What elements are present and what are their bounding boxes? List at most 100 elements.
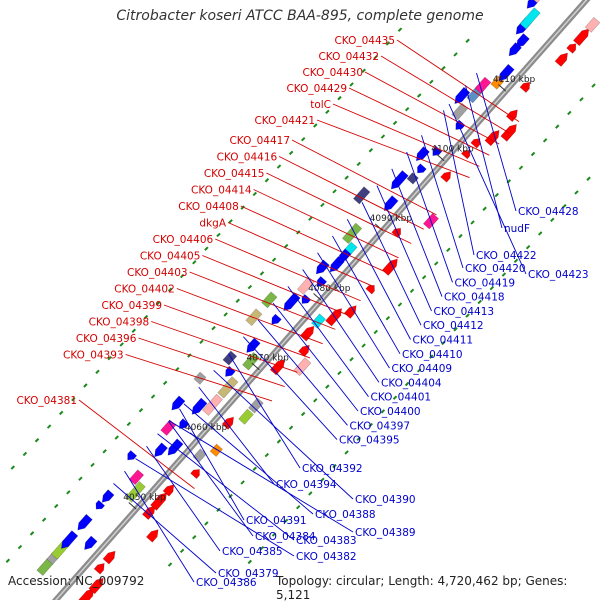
reverse-gene-label[interactable]: CKO_04411 — [413, 335, 474, 347]
reverse-gene[interactable] — [128, 469, 145, 486]
forward-gene-label[interactable]: CKO_04396 — [76, 333, 137, 345]
reverse-gene-label[interactable]: CKO_04395 — [339, 435, 400, 447]
reverse-gene[interactable] — [530, 0, 547, 4]
forward-gene-label[interactable]: CKO_04429 — [286, 83, 347, 95]
forward-gene-label[interactable]: CKO_04414 — [191, 185, 252, 197]
reverse-gene-label[interactable]: nudF — [504, 223, 530, 235]
reverse-gene-label[interactable]: CKO_04410 — [402, 349, 463, 361]
forward-gene-label[interactable]: CKO_04415 — [204, 168, 265, 180]
reverse-gene-label[interactable]: CKO_04420 — [465, 263, 526, 275]
forward-gene-label[interactable]: CKO_04398 — [89, 317, 150, 329]
forward-gene-label[interactable]: CKO_04421 — [254, 115, 315, 127]
forward-gene[interactable] — [381, 256, 400, 276]
reverse-gene-label[interactable]: CKO_04409 — [392, 363, 453, 375]
reverse-gene-label[interactable]: CKO_04404 — [381, 377, 442, 389]
reverse-gene[interactable] — [344, 241, 358, 255]
forward-gene[interactable] — [209, 443, 223, 457]
reverse-gene-label[interactable]: CKO_04400 — [360, 406, 421, 418]
reverse-gene-label[interactable]: CKO_04385 — [222, 546, 283, 558]
forward-gene-label[interactable]: CKO_04435 — [334, 35, 395, 47]
forward-gene-label[interactable]: CKO_04417 — [229, 135, 290, 147]
reverse-gene-label[interactable]: CKO_04428 — [518, 206, 579, 218]
reverse-gene-label[interactable]: CKO_04394 — [276, 479, 337, 491]
reverse-gene[interactable] — [125, 450, 138, 462]
reverse-gene-label[interactable]: CKO_04397 — [350, 420, 411, 432]
forward-gene[interactable] — [88, 575, 107, 595]
forward-gene[interactable] — [365, 283, 377, 295]
forward-gene[interactable] — [519, 80, 533, 93]
reverse-gene[interactable] — [313, 259, 330, 277]
forward-gene[interactable] — [145, 527, 161, 543]
reverse-gene[interactable] — [341, 222, 363, 245]
reverse-gene[interactable] — [514, 33, 530, 51]
reverse-gene[interactable] — [413, 146, 430, 164]
reverse-gene[interactable] — [165, 438, 184, 458]
forward-gene[interactable] — [248, 397, 264, 414]
forward-gene[interactable] — [150, 490, 170, 511]
reverse-gene-label[interactable]: CKO_04413 — [434, 306, 495, 318]
reverse-gene-label[interactable]: CKO_04382 — [296, 551, 357, 563]
reverse-gene-label[interactable]: CKO_04401 — [371, 392, 432, 404]
forward-gene-label[interactable]: dkgA — [199, 218, 226, 230]
reverse-gene[interactable] — [388, 170, 409, 192]
forward-gene-label[interactable]: CKO_04402 — [114, 284, 175, 296]
forward-gene-label[interactable]: CKO_04381 — [16, 395, 77, 407]
reverse-gene[interactable] — [222, 365, 236, 379]
forward-gene-label[interactable]: CKO_04430 — [302, 67, 363, 79]
reverse-gene[interactable] — [281, 292, 301, 314]
forward-gene[interactable] — [162, 482, 177, 497]
forward-gene[interactable] — [221, 414, 237, 430]
forward-gene[interactable] — [325, 306, 345, 327]
reverse-gene[interactable] — [244, 337, 261, 355]
reverse-gene[interactable] — [496, 63, 515, 83]
reverse-gene[interactable] — [75, 513, 93, 532]
reverse-gene[interactable] — [415, 163, 427, 176]
forward-gene[interactable] — [572, 26, 591, 47]
forward-gene[interactable] — [566, 41, 579, 54]
forward-gene[interactable] — [293, 357, 312, 377]
reverse-gene[interactable] — [451, 102, 469, 121]
reverse-gene-label[interactable]: CKO_04392 — [302, 463, 363, 475]
forward-gene-label[interactable]: CKO_04393 — [63, 350, 124, 362]
reverse-gene[interactable] — [381, 195, 399, 214]
reverse-gene-label[interactable]: CKO_04389 — [355, 527, 416, 539]
reverse-gene-label[interactable]: CKO_04390 — [355, 494, 416, 506]
reverse-gene-label[interactable]: CKO_04419 — [455, 277, 516, 289]
reverse-gene[interactable] — [261, 291, 278, 309]
forward-gene[interactable] — [554, 50, 571, 67]
forward-gene[interactable] — [440, 169, 454, 183]
reverse-gene[interactable] — [93, 499, 106, 512]
forward-gene-label[interactable]: CKO_04405 — [140, 251, 201, 263]
reverse-gene-label[interactable]: CKO_04418 — [444, 292, 505, 304]
reverse-gene[interactable] — [474, 76, 492, 95]
forward-gene[interactable] — [310, 313, 326, 329]
reverse-gene-label[interactable]: CKO_04423 — [528, 269, 589, 281]
forward-gene[interactable] — [269, 357, 287, 376]
reverse-gene[interactable] — [169, 395, 186, 413]
reverse-gene[interactable] — [36, 558, 54, 576]
reverse-gene-label[interactable]: CKO_04422 — [476, 250, 537, 262]
reverse-gene[interactable] — [58, 530, 79, 552]
forward-gene-label[interactable]: CKO_04403 — [127, 267, 188, 279]
reverse-gene[interactable] — [406, 172, 419, 185]
reverse-gene[interactable] — [99, 489, 115, 505]
reverse-gene-label[interactable]: CKO_04386 — [196, 577, 257, 589]
forward-gene-label[interactable]: CKO_04432 — [318, 51, 379, 63]
forward-gene[interactable] — [93, 561, 107, 575]
reverse-gene[interactable] — [519, 7, 541, 30]
forward-gene-label[interactable]: CKO_04408 — [178, 201, 239, 213]
forward-gene[interactable] — [500, 122, 520, 142]
reverse-gene[interactable] — [430, 145, 443, 158]
forward-gene-label[interactable]: CKO_04406 — [153, 234, 214, 246]
forward-gene[interactable] — [102, 548, 118, 565]
reverse-gene[interactable] — [152, 442, 169, 460]
reverse-gene[interactable] — [314, 275, 328, 289]
reverse-gene[interactable] — [352, 186, 371, 205]
forward-gene[interactable] — [238, 408, 254, 425]
forward-gene-label[interactable]: tolC — [310, 99, 331, 111]
forward-gene[interactable] — [484, 128, 502, 147]
forward-gene[interactable] — [190, 467, 203, 480]
reverse-gene[interactable] — [242, 351, 260, 371]
forward-gene[interactable] — [299, 324, 317, 342]
reverse-gene-label[interactable]: CKO_04383 — [296, 535, 357, 547]
